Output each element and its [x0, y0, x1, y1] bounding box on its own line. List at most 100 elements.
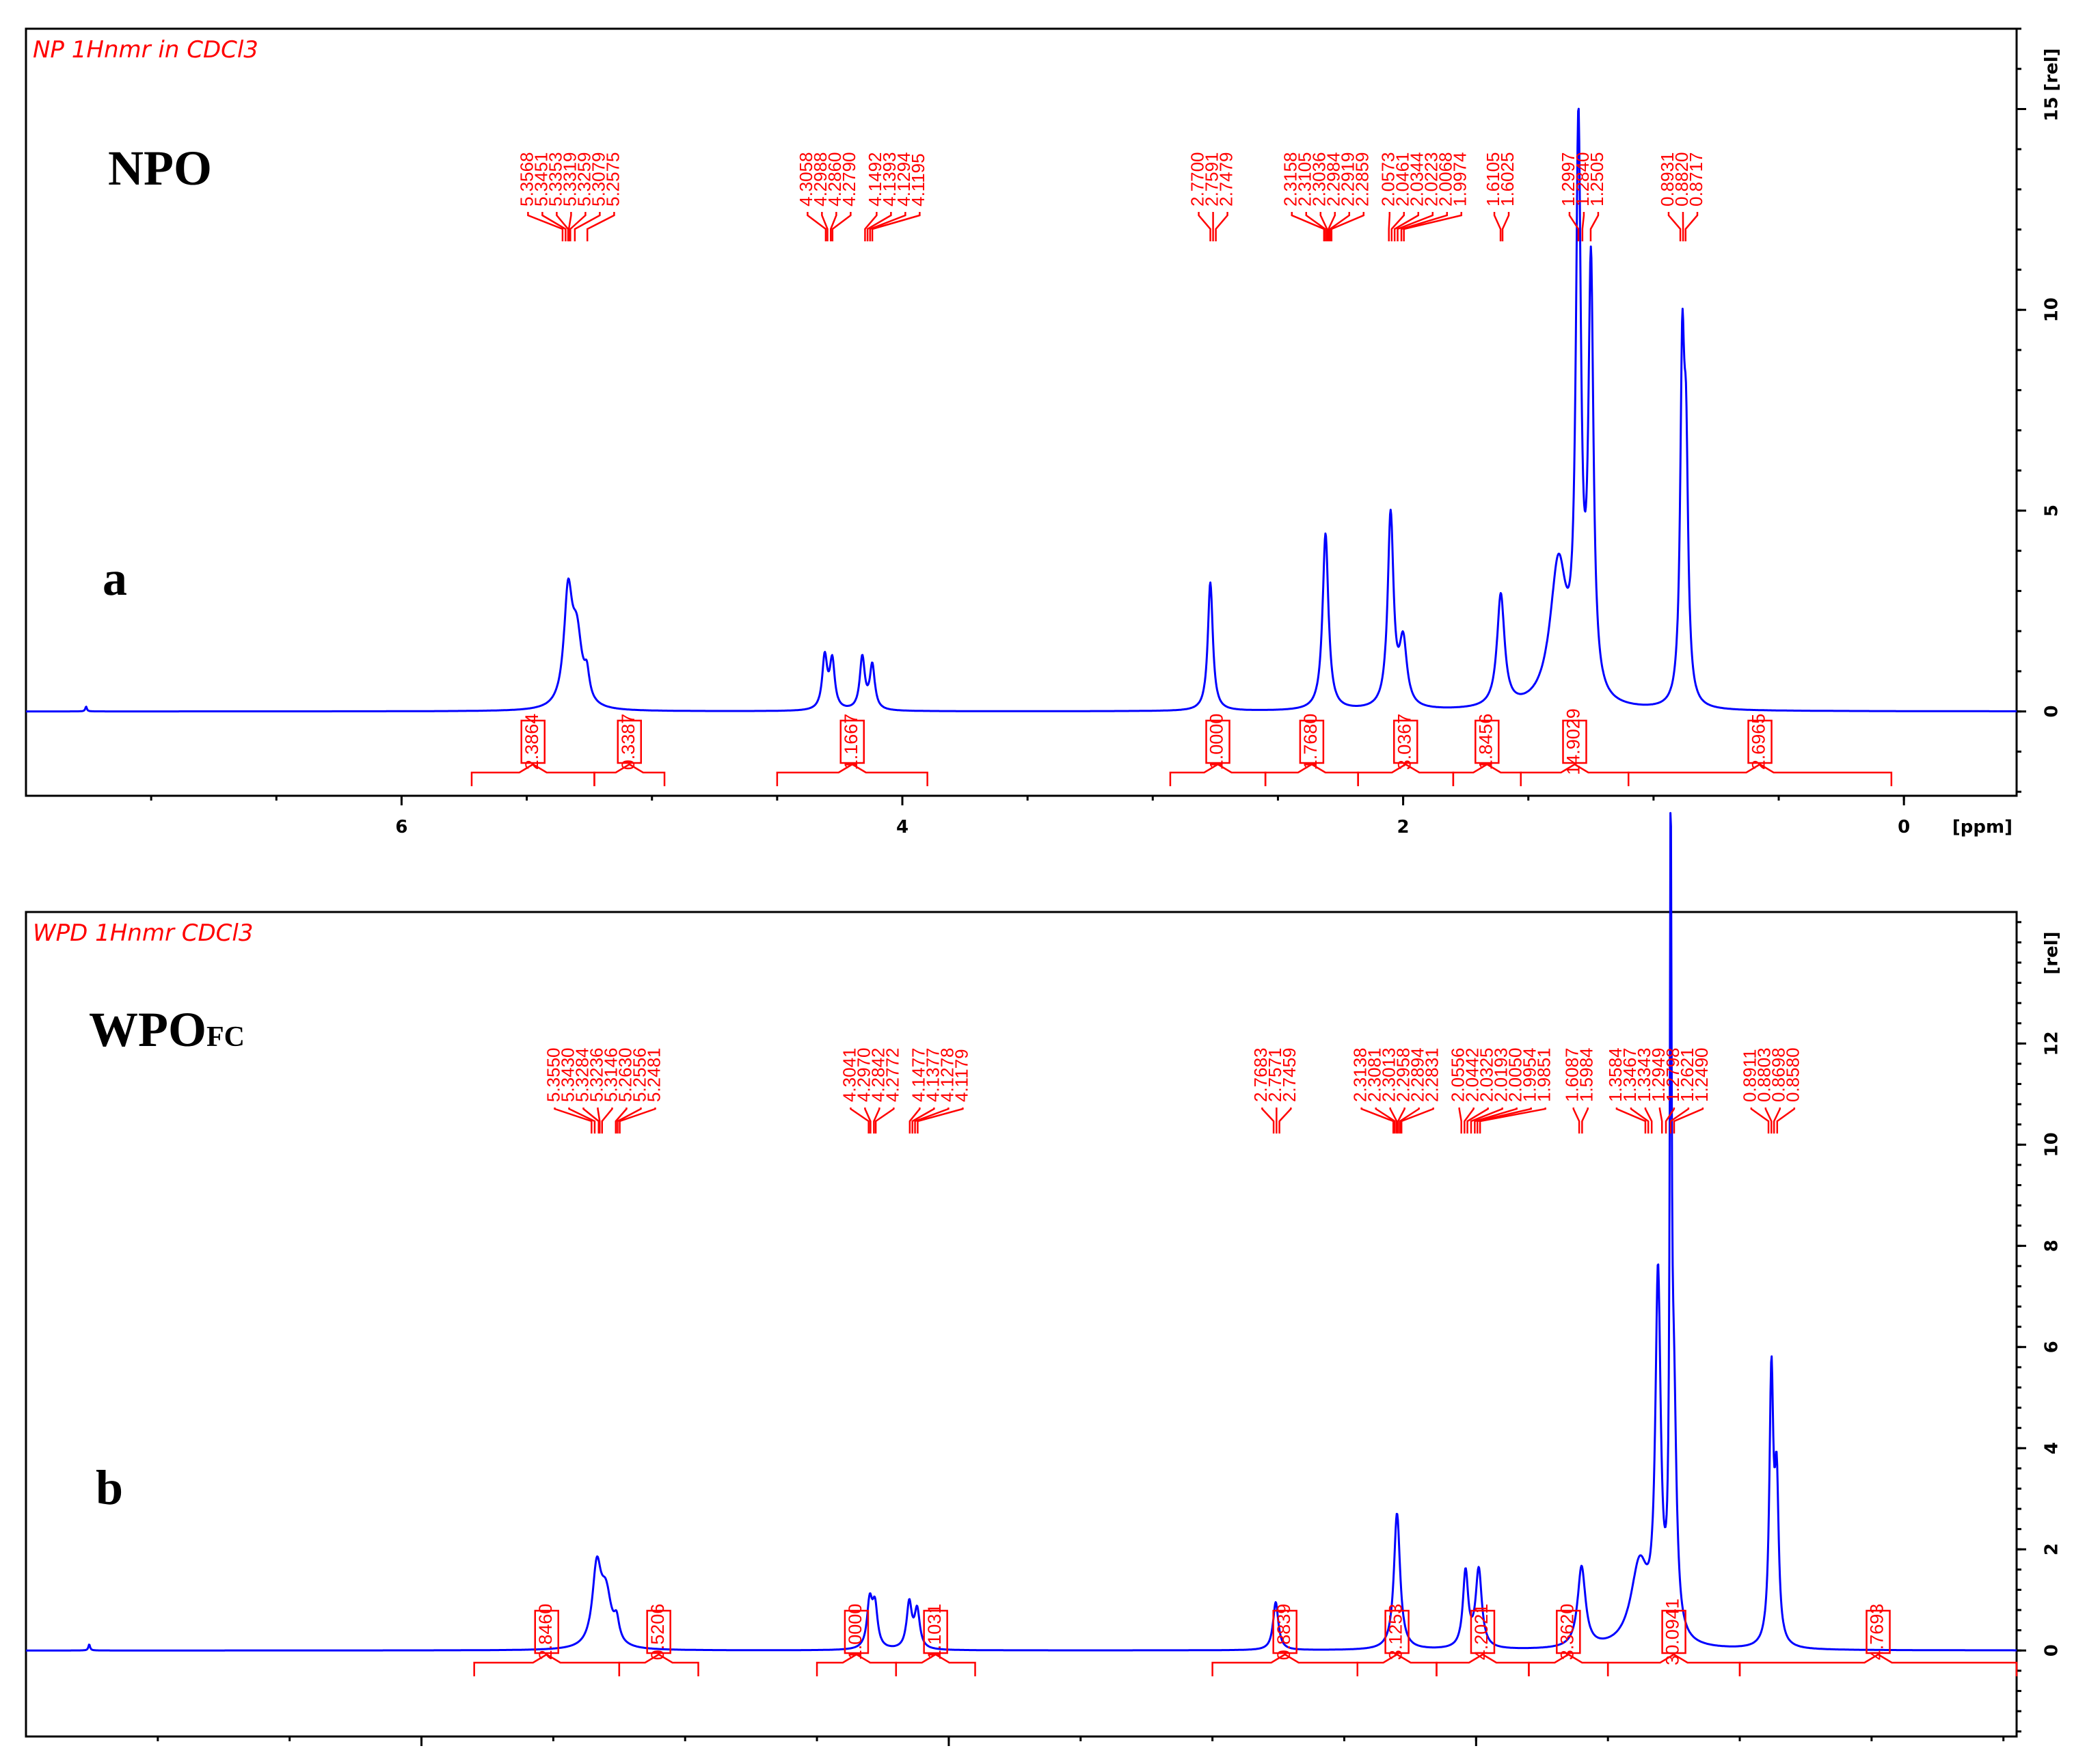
peak-label: 2.0068: [1436, 152, 1456, 206]
peak-label: 4.1477: [908, 1047, 928, 1102]
peak-label: 4.2772: [882, 1047, 902, 1102]
peak-label: 1.2840: [1572, 152, 1593, 206]
integral-box: [1475, 719, 1500, 764]
peak-label: 4.2860: [824, 152, 845, 206]
peak-label: 4.2970: [853, 1047, 874, 1102]
peak-label: 2.3138: [1350, 1047, 1371, 1102]
peak-label: 5.3550: [543, 1047, 563, 1102]
peak-label: 1.5984: [1576, 1047, 1597, 1102]
y-tick-label: 10: [2042, 1132, 2062, 1157]
peak-leader: [1403, 212, 1463, 241]
peak-leader: [1474, 1108, 1518, 1134]
peak-label: 2.2859: [1352, 152, 1373, 206]
integral-regions: 2.3864 0.3387 1.1667 1.0000 1.7680 3.0367 1.84…: [470, 708, 1893, 786]
peak-label: 2.3036: [1309, 152, 1330, 206]
integral: 1.0000: [1169, 714, 1267, 786]
peak-leader: [1319, 212, 1328, 241]
integral-value: 3.3620: [1557, 1604, 1577, 1661]
integral-box: [844, 1609, 870, 1654]
peak-leader: [1390, 212, 1405, 241]
y-axis-label: [rel]: [2042, 931, 2062, 974]
peak-leader: [864, 1108, 872, 1134]
peak-leader: [568, 1108, 596, 1134]
peak-leader: [866, 212, 892, 241]
y-tick-label: 15: [2042, 96, 2062, 121]
peak-leader: [574, 212, 601, 241]
x-tick-label: 2: [1397, 817, 1410, 837]
peak-leader: [1658, 1108, 1663, 1134]
peak-label: 4.1294: [893, 152, 914, 206]
peak-leader: [1393, 212, 1420, 241]
peak-leader: [831, 212, 852, 241]
peak-label: 0.8803: [1754, 1047, 1775, 1102]
peak-label: 2.0556: [1448, 1047, 1468, 1102]
integral-value: 4.2021: [1471, 1604, 1492, 1661]
peak-group: 1.35841.34671.33431.29491.27981.26211.24…: [1605, 1047, 1712, 1134]
peak-label: 0.8698: [1768, 1047, 1789, 1102]
peak-group: 5.35685.34515.33535.33195.32595.30795.25…: [516, 152, 623, 241]
y-tick-label: 10: [2042, 297, 2062, 322]
integral: 4.2021: [1436, 1604, 1530, 1676]
peak-label: 5.2630: [615, 1047, 635, 1102]
peak-label: 5.3319: [559, 152, 580, 206]
peak-label: 2.3105: [1295, 152, 1315, 206]
peak-label: 4.1377: [922, 1047, 943, 1102]
y-axis-label: [rel]: [2042, 48, 2062, 91]
integral: 0.8839: [1211, 1604, 1359, 1676]
spectrum-panel-b: 6 4 2 [ppm] 0 2 4 6 8 10 12 [rel] WPD 1Hnmr CDCl3 WPO…: [25, 812, 2062, 1746]
peak-leader: [582, 1108, 600, 1134]
peak-label: 1.3584: [1605, 1047, 1626, 1102]
integral: 3.0367: [1357, 714, 1455, 786]
integral-value: 0.3387: [618, 714, 638, 770]
peak-label: 5.3146: [600, 1047, 621, 1102]
integral: 2.6965: [1628, 714, 1893, 786]
peak-leader: [1644, 1108, 1653, 1134]
peak-leader: [586, 212, 615, 241]
peak-label: 2.3081: [1364, 1047, 1385, 1102]
integral: 1.0000: [816, 1604, 898, 1676]
peak-label: 2.0442: [1462, 1047, 1483, 1102]
peak-label: 1.6105: [1483, 152, 1503, 206]
y-tick-label: 6: [2042, 1341, 2062, 1353]
integral-box: [1393, 719, 1418, 764]
peak-label: 0.8580: [1783, 1047, 1803, 1102]
y-tick-label: 2: [2042, 1543, 2062, 1555]
peak-label: 4.2988: [810, 152, 831, 206]
integral-box: [923, 1609, 948, 1654]
integral: 3.1253: [1356, 1604, 1438, 1676]
peak-label: 2.0325: [1477, 1047, 1497, 1102]
peak-label: 1.2949: [1648, 1047, 1669, 1102]
sample-subscript: FC: [206, 1021, 245, 1053]
peak-leader: [1665, 1108, 1675, 1134]
peak-label: 1.2505: [1587, 152, 1607, 206]
peak-leader: [1581, 1108, 1589, 1134]
spectrum-trace: [25, 812, 2017, 1652]
peak-leader: [1776, 1108, 1796, 1134]
plot-frame: [25, 911, 2018, 1738]
integral-box: [1299, 719, 1325, 764]
peak-leader: [1493, 212, 1502, 241]
peak-leader: [1400, 1108, 1434, 1134]
peak-leader: [864, 212, 878, 241]
peak-leader: [1581, 212, 1585, 241]
panel-letter: b: [96, 1460, 123, 1515]
peak-label: 4.3041: [839, 1047, 859, 1102]
integral-value: 2.8460: [535, 1604, 556, 1661]
peak-label: 2.3158: [1280, 152, 1301, 206]
x-axis-label: [ppm]: [1952, 817, 2012, 837]
peak-leader: [1215, 212, 1228, 241]
sample-label: NPO: [108, 141, 212, 196]
y-tick-label: 0: [2042, 1644, 2062, 1657]
peak-label: 2.0461: [1392, 152, 1413, 206]
integral-value: 4.7693: [1867, 1604, 1887, 1661]
integral: 4.7693: [1738, 1604, 2018, 1676]
